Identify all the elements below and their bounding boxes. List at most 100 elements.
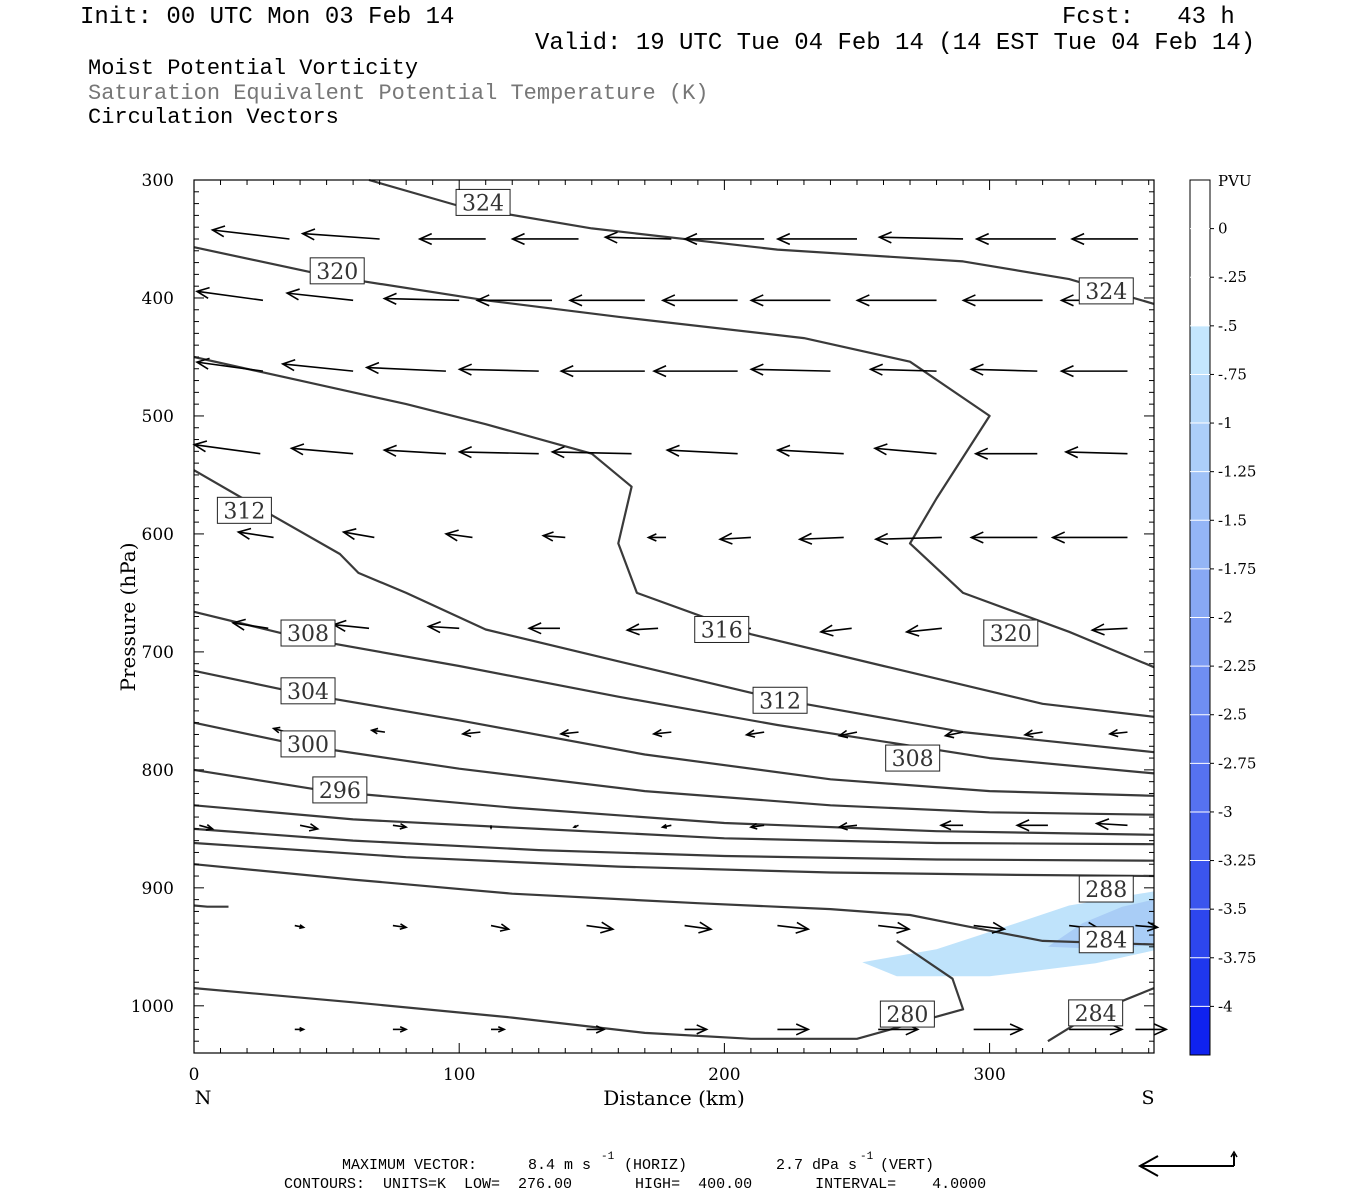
- contour-label-box: [280, 677, 336, 705]
- y-axis-label: Pressure (hPa): [116, 543, 140, 692]
- contour-label: 316: [701, 618, 743, 643]
- contour-label-box: [983, 619, 1039, 647]
- contour-label-box: [752, 686, 808, 714]
- valid-time: Valid: 19 UTC Tue 04 Feb 14 (14 EST Tue …: [535, 30, 1256, 57]
- max-vector-vert-exp: -1: [860, 1151, 874, 1163]
- colorbar-cell: [1190, 909, 1210, 958]
- circulation-vector-head: [382, 444, 397, 457]
- colorbar-tick-label: -3.25: [1218, 852, 1256, 870]
- circulation-vector: [1092, 627, 1128, 631]
- circulation-vector-head: [231, 618, 246, 631]
- contour-label: 324: [462, 191, 504, 216]
- circulation-vector-head: [660, 823, 668, 829]
- contour-label: 284: [1075, 1002, 1117, 1027]
- contour-label-box: [280, 619, 336, 647]
- colorbar-tick-label: -3.75: [1218, 949, 1256, 967]
- circulation-vector-head: [646, 533, 657, 542]
- circulation-vector: [282, 363, 354, 372]
- y-tick-label: 300: [142, 171, 174, 191]
- max-vector-vert: 2.7 dPa s: [776, 1157, 858, 1174]
- x-tick-label: 200: [708, 1065, 740, 1085]
- pv-colorbar: PVU 0 -.25 -.5 -.75 -1 -1.25 -1.5 -1.75 -2 -2.25 -2…: [1189, 172, 1256, 1056]
- circulation-vector: [839, 824, 858, 828]
- circulation-vector-head: [868, 363, 883, 376]
- colorbar-cell: [1190, 180, 1210, 229]
- circulation-vector-head: [660, 294, 676, 307]
- circulation-vector-head: [904, 624, 920, 637]
- circulation-vector-head: [475, 294, 490, 307]
- colorbar-tick-label: -3: [1218, 803, 1233, 821]
- circulation-vector-head: [837, 822, 848, 831]
- circulation-vector: [299, 824, 318, 830]
- circulation-vector-head: [1090, 623, 1105, 636]
- circulation-vector: [1096, 822, 1128, 827]
- circulation-vector: [820, 627, 852, 633]
- circulation-vector-head: [236, 527, 252, 540]
- circulation-vector-head: [457, 363, 472, 376]
- circulation-vector: [750, 824, 765, 828]
- circulation-vector-head: [961, 294, 976, 307]
- contour-label: 280: [886, 1003, 928, 1028]
- field-title-theta-es: Saturation Equivalent Potential Temperat…: [88, 81, 709, 106]
- circulation-vector-head: [489, 826, 493, 830]
- circulation-vector: [799, 536, 844, 541]
- circulation-vector: [1065, 451, 1128, 455]
- circulation-vector: [879, 236, 964, 240]
- contour-label: 300: [287, 733, 329, 758]
- circulation-vector-head: [399, 1026, 409, 1033]
- circulation-vector-head: [1059, 294, 1074, 307]
- theta-es-contour: [193, 469, 1155, 754]
- contour-label: 312: [759, 689, 801, 714]
- circulation-vector: [878, 924, 910, 930]
- circulation-vector-head: [603, 231, 618, 244]
- init-time: Init: 00 UTC Mon 03 Feb 14: [80, 4, 455, 31]
- circulation-vector: [684, 924, 712, 930]
- y-tick-label: 700: [142, 643, 174, 663]
- theta-es-contours: [193, 178, 1155, 1043]
- colorbar-tick-label: -2.75: [1218, 754, 1256, 772]
- circulation-vector: [212, 229, 290, 240]
- vector-key-vert-head: [1230, 1150, 1238, 1158]
- contour-label: 288: [1085, 878, 1127, 903]
- colorbar-cell: [1190, 374, 1210, 424]
- circulation-vector: [194, 443, 261, 455]
- circulation-vector-head: [1015, 819, 1030, 832]
- contour-label-box: [694, 615, 750, 643]
- y-tick-label: 1000: [131, 997, 174, 1017]
- circulation-vector: [653, 731, 672, 735]
- circulation-vector-head: [1009, 1023, 1025, 1036]
- circulation-vector-head: [795, 921, 811, 934]
- circulation-vector-head: [872, 443, 888, 456]
- colorbar-tick-label: -1.5: [1218, 511, 1247, 529]
- colorbar-tick-label: -2.5: [1218, 706, 1247, 724]
- circulation-vector: [777, 924, 809, 930]
- circulation-vector-head: [855, 294, 870, 307]
- colorbar-tick-label: -2: [1218, 609, 1233, 627]
- contour-label: 312: [223, 499, 265, 524]
- circulation-vector: [392, 924, 407, 929]
- circulation-vector-head: [271, 726, 281, 734]
- circulation-vector: [459, 368, 539, 372]
- circulation-vector: [777, 449, 844, 455]
- y-tick-label: 500: [142, 407, 174, 427]
- x-tick-label: 100: [443, 1065, 475, 1085]
- circulation-vector-head: [285, 288, 300, 301]
- circulation-vector-head: [382, 292, 397, 305]
- circulation-vector-head: [572, 824, 577, 828]
- plot-axes: 300 400 500 600 700 800 900 1000 0 100 200 300 N S Dis…: [116, 171, 1155, 1110]
- circulation-vector-head: [600, 921, 615, 934]
- south-end-label: S: [1141, 1087, 1154, 1109]
- colorbar-cell: [1190, 811, 1210, 861]
- circulation-vector-head: [744, 729, 756, 738]
- colorbar-title: PVU: [1218, 172, 1252, 190]
- circulation-vector: [445, 533, 473, 539]
- theta-es-contour: [193, 355, 1155, 718]
- circulation-vector-head: [568, 294, 583, 307]
- circulation-vector: [384, 297, 460, 302]
- circulation-vector-head: [369, 727, 379, 735]
- circulation-vector: [428, 625, 460, 630]
- circulation-vector-head: [460, 728, 472, 738]
- contour-label-box: [309, 257, 365, 285]
- circulation-vector-head: [457, 446, 472, 459]
- circulation-vector: [343, 531, 375, 539]
